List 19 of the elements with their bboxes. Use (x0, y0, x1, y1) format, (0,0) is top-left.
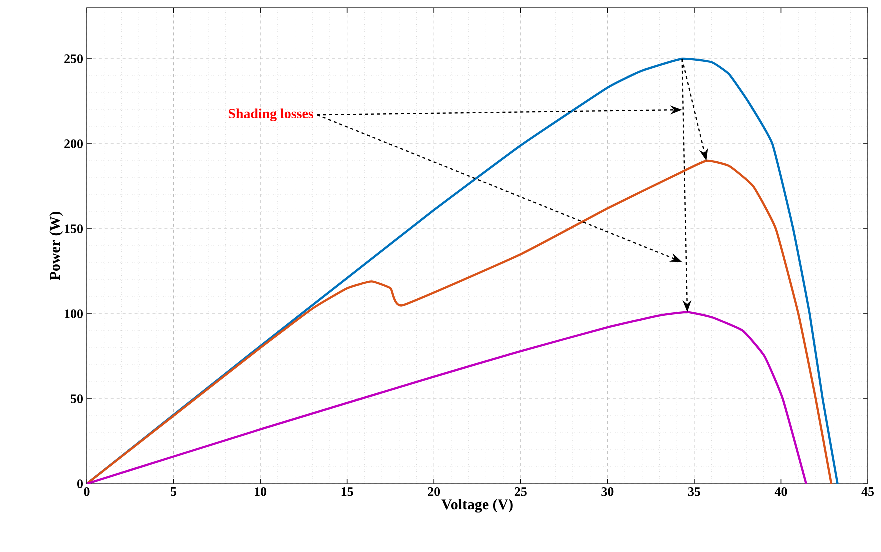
x-tick-label: 15 (342, 488, 354, 496)
x-tick-label: 0 (84, 488, 90, 496)
x-tick-label: 45 (862, 488, 874, 496)
y-axis-title: Power (W) (50, 212, 64, 280)
x-tick-label: 30 (602, 488, 614, 496)
y-tick-label: 100 (65, 310, 83, 318)
x-axis-title: Voltage (V) (442, 499, 513, 513)
x-tick-label: 25 (514, 488, 527, 496)
y-tick-label: 150 (65, 224, 83, 234)
x-tick-label: 20 (428, 488, 440, 496)
y-tick-label: 50 (71, 394, 83, 404)
annotation: Shading losses (228, 108, 314, 122)
y-tick-label: 200 (64, 140, 83, 148)
x-tick-label: 35 (688, 488, 700, 496)
x-tick-label: 5 (171, 488, 177, 496)
x-tick-label: 40 (774, 488, 788, 496)
y-tick-label: 0 (78, 480, 83, 488)
x-tick-label: 10 (255, 488, 267, 496)
y-tick-label: 250 (64, 54, 83, 64)
